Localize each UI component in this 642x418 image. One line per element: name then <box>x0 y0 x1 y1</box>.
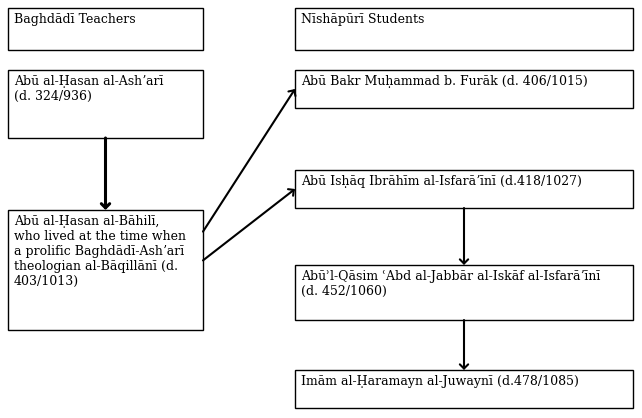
Text: Baghdādī Teachers: Baghdādī Teachers <box>14 13 135 26</box>
Text: Abū al-Ḥasan al-Bāhilī,
who lived at the time when
a prolific Baghdādī-Ashʼarī
t: Abū al-Ḥasan al-Bāhilī, who lived at the… <box>14 215 186 288</box>
Text: Abū Isḥāq Ibrāhīm al-Isfarāʼīnī (d.418/1027): Abū Isḥāq Ibrāhīm al-Isfarāʼīnī (d.418/1… <box>301 175 582 188</box>
Bar <box>8 70 203 138</box>
Bar <box>295 370 633 408</box>
Text: Nīshāpūrī Students: Nīshāpūrī Students <box>301 13 424 26</box>
Text: Abū al-Ḥasan al-Ashʼarī
(d. 324/936): Abū al-Ḥasan al-Ashʼarī (d. 324/936) <box>14 75 164 103</box>
Bar <box>295 8 633 50</box>
Bar <box>295 170 633 208</box>
Text: Abū Bakr Muḥammad b. Furāk (d. 406/1015): Abū Bakr Muḥammad b. Furāk (d. 406/1015) <box>301 75 587 88</box>
Bar <box>8 210 203 330</box>
Bar <box>295 265 633 320</box>
Text: Abūʾl-Qāsim ʿAbd al-Jabbār al-Iskāf al-Isfarāʼīnī
(d. 452/1060): Abūʾl-Qāsim ʿAbd al-Jabbār al-Iskāf al-I… <box>301 270 600 298</box>
Text: Imām al-Ḥaramayn al-Juwaynī (d.478/1085): Imām al-Ḥaramayn al-Juwaynī (d.478/1085) <box>301 375 579 388</box>
Bar <box>295 70 633 108</box>
Bar <box>8 8 203 50</box>
